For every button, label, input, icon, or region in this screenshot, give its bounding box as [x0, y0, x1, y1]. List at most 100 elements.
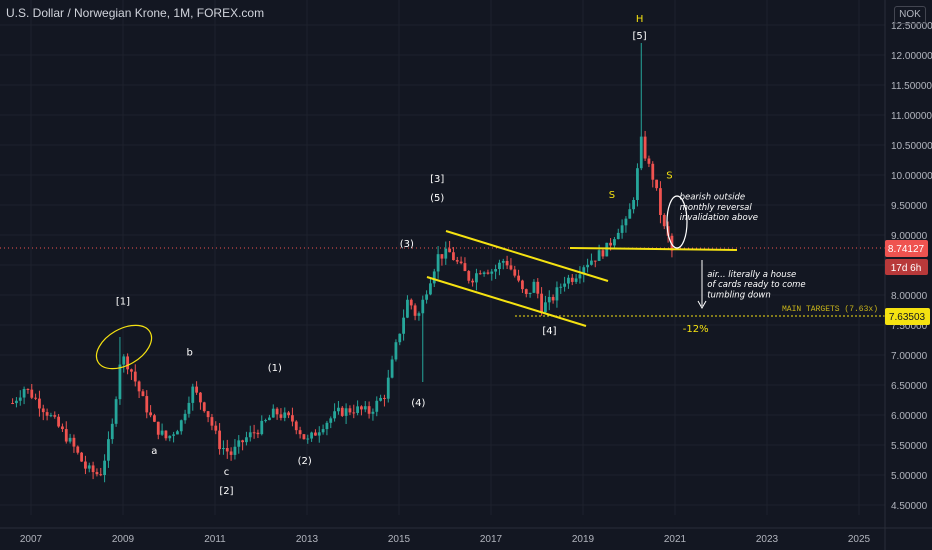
candle — [64, 421, 68, 444]
y-tick-label: 5.50000 — [891, 441, 928, 452]
candle — [605, 242, 609, 257]
candle — [620, 219, 624, 239]
x-tick-label: 2019 — [572, 534, 595, 545]
candle — [563, 276, 566, 292]
candle — [348, 405, 352, 416]
candle — [164, 430, 168, 441]
candle — [455, 256, 459, 265]
candle — [532, 279, 536, 294]
candle — [321, 424, 325, 435]
candle — [222, 440, 225, 455]
candle — [133, 364, 137, 387]
annotation-label: (4) — [411, 398, 425, 409]
candle — [544, 295, 547, 313]
candle — [471, 278, 474, 287]
candle — [156, 421, 160, 440]
annotation-label: (2) — [298, 456, 312, 467]
candle — [80, 451, 83, 462]
candle — [452, 247, 455, 261]
candle — [210, 413, 214, 431]
candle — [176, 429, 179, 435]
candle — [76, 445, 80, 455]
candle — [179, 419, 183, 435]
candle — [406, 295, 409, 319]
candle — [659, 181, 662, 224]
annotation-label: [4] — [542, 326, 556, 337]
y-tick-label: 10.50000 — [891, 141, 932, 152]
candle — [509, 258, 513, 271]
candle — [91, 461, 95, 480]
current-price-value: 8.74127 — [888, 244, 925, 255]
annotation-label: bearish outside — [680, 193, 746, 203]
candle — [528, 292, 532, 298]
candle — [137, 380, 141, 398]
candle — [432, 268, 436, 287]
annotation-label: of cards ready to come — [707, 280, 805, 290]
candle — [413, 303, 417, 321]
annotation-label: -12% — [683, 324, 709, 335]
candle — [375, 396, 379, 417]
candle — [655, 179, 658, 191]
candle — [141, 389, 145, 397]
reversal-ellipse — [666, 195, 688, 249]
candle — [494, 264, 497, 280]
y-tick-label: 9.50000 — [891, 201, 928, 212]
candle — [425, 290, 428, 304]
candle — [57, 413, 60, 428]
chart-annotations: H [5] S S [3] (5) (3) (4) [4] [1] b a c [2] (1) (2) bear… — [116, 14, 806, 497]
annotation-label: air... literally a house — [707, 270, 796, 280]
candle — [114, 396, 118, 427]
candle — [593, 260, 597, 268]
candle — [202, 401, 206, 413]
candle — [218, 423, 221, 455]
annotation-label: [1] — [116, 297, 130, 308]
annotation-label: c — [224, 467, 230, 478]
candle — [513, 265, 517, 278]
candle — [601, 248, 605, 259]
candle — [252, 424, 256, 439]
candle — [643, 130, 647, 161]
candle — [87, 462, 91, 473]
annotation-label: (5) — [430, 193, 444, 204]
candle — [567, 274, 570, 289]
currency-badge[interactable]: NOK — [894, 6, 926, 24]
candle — [325, 420, 329, 436]
candle — [130, 368, 133, 380]
candle — [287, 410, 290, 419]
y-tick-label: 7.50000 — [891, 321, 928, 332]
candle — [536, 278, 540, 299]
candle — [118, 337, 122, 405]
x-tick-label: 2025 — [848, 534, 871, 545]
candle — [183, 409, 187, 424]
y-tick-label: 4.50000 — [891, 501, 928, 512]
candle — [555, 281, 559, 308]
candle — [126, 353, 129, 375]
candle — [337, 401, 340, 415]
y-tick-label: 6.50000 — [891, 381, 928, 392]
annotation-label: (1) — [268, 363, 282, 374]
y-tick-label: 8.00000 — [891, 291, 928, 302]
candle — [639, 43, 643, 171]
candle — [149, 405, 152, 418]
candle — [317, 426, 321, 443]
candle — [18, 390, 22, 406]
candle — [448, 240, 451, 253]
candle — [268, 414, 271, 421]
current-price-tag: 8.74127 17d 6h — [885, 240, 928, 275]
candle — [444, 241, 448, 265]
annotation-label: (3) — [400, 239, 414, 250]
candle — [298, 426, 302, 439]
y-tick-label: 10.00000 — [891, 171, 932, 182]
candle — [613, 236, 616, 250]
y-tick-label: 12.50000 — [891, 21, 932, 32]
candle — [616, 228, 620, 240]
candle — [314, 429, 317, 436]
candle — [417, 311, 421, 321]
candle — [501, 258, 505, 270]
candle — [84, 455, 87, 475]
candle — [590, 253, 593, 266]
candle — [578, 266, 582, 284]
annotation-label: [3] — [430, 174, 444, 185]
candle — [517, 269, 520, 283]
